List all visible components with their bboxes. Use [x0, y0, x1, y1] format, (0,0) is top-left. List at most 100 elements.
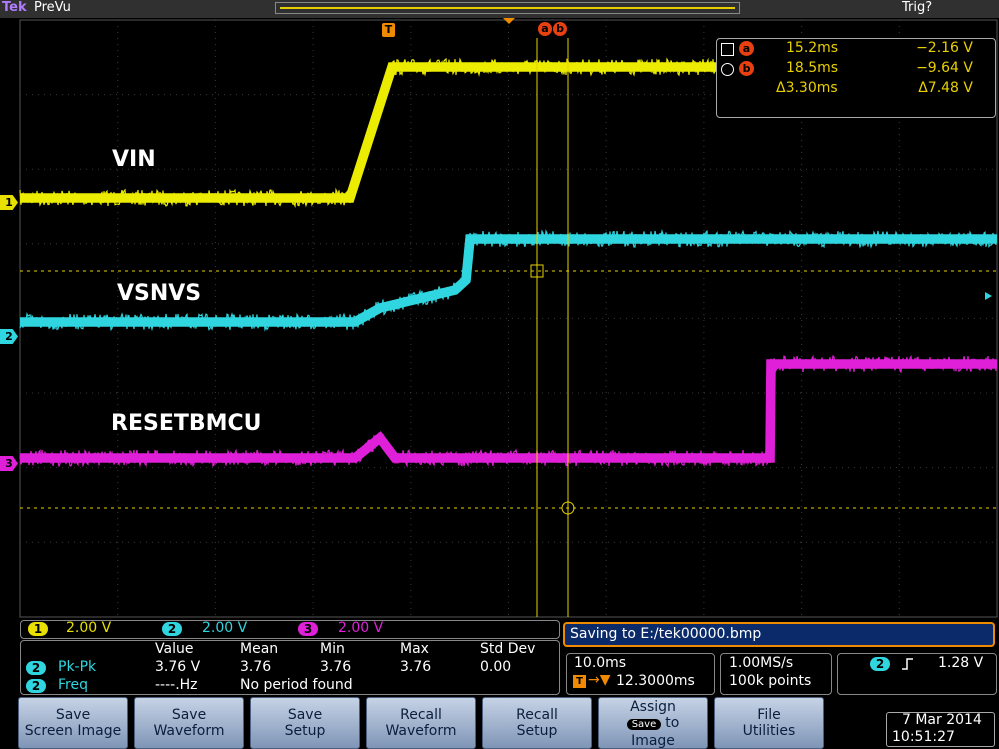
button-text: Setup — [284, 723, 326, 739]
meas-source: 2 — [26, 679, 46, 693]
graticule — [19, 18, 998, 618]
menu-button[interactable]: Assign Save to Image — [598, 697, 708, 749]
button-text: Setup — [516, 723, 558, 739]
cursor-b-time: 18.5ms — [786, 60, 839, 76]
ch-scale: 2.00 V — [66, 620, 112, 636]
horizontal-scale: 10.0ms — [574, 655, 627, 671]
horizontal-box — [566, 653, 715, 695]
meas-value: 3.76 — [320, 659, 352, 675]
button-text: Waveform — [153, 723, 225, 739]
record-length: 100k points — [729, 673, 812, 689]
meas-type: Freq — [58, 677, 88, 693]
sample-rate: 1.00MS/s — [729, 655, 794, 671]
menu-button[interactable]: Recall Waveform — [366, 697, 476, 749]
trigger-level: 1.28 V — [938, 655, 984, 671]
button-text: to — [665, 715, 680, 731]
button-text: Image — [631, 733, 675, 749]
delta-time: Δ3.30ms — [776, 80, 838, 96]
menu-button[interactable]: Save Screen Image — [18, 697, 128, 749]
ch-badge: 3 — [298, 622, 318, 636]
delay-arrow: →▼ — [588, 672, 611, 688]
delta-voltage: Δ7.48 V — [918, 80, 973, 96]
meas-type: Pk-Pk — [58, 659, 97, 675]
traces — [19, 57, 997, 468]
button-text: Save — [287, 707, 323, 723]
meas-column: Mean — [240, 641, 279, 657]
ch1-marker: 1 — [0, 195, 18, 210]
channel-bar — [20, 620, 560, 639]
clock-box — [886, 712, 995, 747]
trigger-source: 2 — [870, 657, 890, 671]
meas-column: Std Dev — [480, 641, 536, 657]
trigger-box — [837, 653, 997, 695]
button-text: Assign — [630, 699, 676, 715]
cursor-b-marker: b — [553, 22, 567, 36]
meas-column: Value — [155, 641, 194, 657]
menu-button[interactable]: Save Setup — [250, 697, 360, 749]
button-text: Recall — [400, 707, 442, 723]
trigger-icon: T — [573, 675, 586, 688]
status-message: Saving to E:/tek00000.bmp — [570, 626, 762, 642]
status-box — [563, 622, 995, 647]
circle-icon — [721, 63, 734, 76]
ch-scale: 2.00 V — [202, 620, 248, 636]
acquisition-box — [720, 653, 832, 695]
trace-label: VIN — [112, 147, 156, 172]
meas-value: No period found — [240, 677, 353, 693]
button-row: Save to — [599, 715, 707, 733]
meas-source: 2 — [26, 661, 46, 675]
trigger-pos-marker — [503, 18, 515, 24]
date: 7 Mar 2014 — [902, 712, 982, 728]
cursor-a-badge: a — [739, 41, 754, 56]
acq-mode: PreVu — [34, 0, 71, 15]
slope-icon — [902, 658, 913, 670]
ch-badge: 1 — [28, 622, 48, 636]
cursor-a-point — [530, 264, 544, 278]
measurement-panel — [20, 640, 560, 695]
trigger-level-marker — [985, 292, 992, 300]
cursor-readout — [716, 38, 996, 118]
menu-button[interactable]: Save Waveform — [134, 697, 244, 749]
square-icon — [721, 43, 734, 56]
record-view — [275, 2, 740, 14]
meas-value: 3.76 — [400, 659, 432, 675]
horizontal-position: 12.3000ms — [616, 673, 695, 689]
menu-button[interactable]: Recall Setup — [482, 697, 592, 749]
button-text: File — [757, 707, 781, 723]
meas-value: ----.Hz — [155, 677, 198, 693]
button-text: Recall — [516, 707, 558, 723]
meas-value: 3.76 — [240, 659, 272, 675]
cursor-b-badge: b — [739, 61, 754, 76]
trace-core — [20, 234, 997, 327]
ch2-marker: 2 — [0, 329, 18, 344]
button-text: Utilities — [742, 723, 796, 739]
meas-column: Min — [320, 641, 345, 657]
cursor-a-voltage: −2.16 V — [916, 40, 973, 56]
cursor-b-voltage: −9.64 V — [916, 60, 973, 76]
meas-value: 0.00 — [480, 659, 512, 675]
time: 10:51:27 — [892, 729, 955, 745]
button-text: Save — [171, 707, 207, 723]
cursor-b-point — [561, 501, 575, 515]
cursor-a-time: 15.2ms — [786, 40, 839, 56]
ch-scale: 2.00 V — [338, 620, 384, 636]
menu-button[interactable]: File Utilities — [714, 697, 824, 749]
cursor-a-marker: a — [538, 22, 552, 36]
button-text: Save — [55, 707, 91, 723]
top-bar — [0, 0, 999, 18]
trigger-marker: T — [382, 23, 395, 37]
brand: Tek — [2, 0, 27, 15]
record-bracket — [280, 7, 735, 9]
ch-badge: 2 — [162, 622, 182, 636]
meas-value: 3.76 V — [155, 659, 201, 675]
button-text: Screen Image — [24, 723, 122, 739]
trigger-state: Trig? — [902, 0, 933, 15]
trace-core — [20, 359, 997, 463]
save-pill: Save — [626, 719, 662, 730]
button-text: Waveform — [385, 723, 457, 739]
trace-label: VSNVS — [117, 281, 202, 306]
meas-column: Max — [400, 641, 429, 657]
ch3-marker: 3 — [0, 456, 18, 471]
trace-core — [20, 62, 716, 203]
